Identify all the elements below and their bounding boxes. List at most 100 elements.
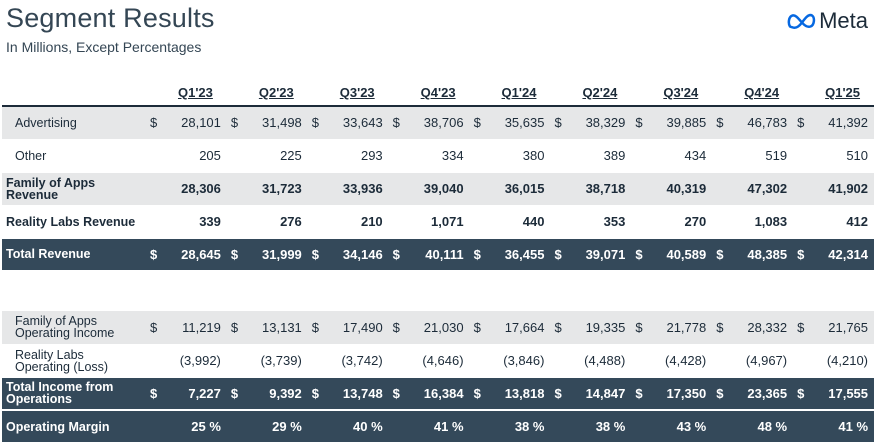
currency-symbol: $ <box>793 238 806 272</box>
value-cell: 380 <box>481 139 551 173</box>
currency-symbol <box>388 205 401 239</box>
value-cell: 36,015 <box>481 172 551 206</box>
spacer-row <box>2 271 875 311</box>
currency-symbol <box>388 139 401 173</box>
currency-symbol <box>226 205 239 239</box>
value-cell: 13,131 <box>238 311 308 345</box>
row-label: Family of Apps Revenue <box>2 172 146 206</box>
currency-symbol <box>712 344 725 378</box>
currency-symbol <box>550 344 563 378</box>
value-cell: 16,384 <box>400 377 470 411</box>
currency-symbol <box>226 172 239 206</box>
value-cell: 270 <box>643 205 713 239</box>
currency-symbol <box>469 172 482 206</box>
currency-symbol: $ <box>631 238 644 272</box>
value-cell: 40 % <box>319 410 389 444</box>
currency-symbol <box>550 139 563 173</box>
value-cell: 35,635 <box>481 106 551 140</box>
meta-infinity-icon <box>787 13 816 29</box>
value-cell: 1,083 <box>724 205 794 239</box>
value-cell: 17,664 <box>481 311 551 345</box>
quarter-header: Q3'23 <box>339 85 375 100</box>
currency-symbol: $ <box>146 238 158 272</box>
value-cell: 41,902 <box>805 172 875 206</box>
currency-symbol: $ <box>712 106 725 140</box>
currency-symbol <box>307 139 320 173</box>
value-cell: 34,146 <box>319 238 389 272</box>
row-foa-income: Family of Apps Operating Income $11,219 $13… <box>2 311 875 345</box>
value-cell: 28,645 <box>158 238 227 272</box>
row-label-line: Total Income from <box>6 380 114 395</box>
value-cell: (3,846) <box>481 344 551 378</box>
value-cell: 28,101 <box>158 106 227 140</box>
currency-symbol <box>307 410 320 444</box>
quarter-header: Q4'24 <box>744 85 780 100</box>
currency-symbol: $ <box>550 311 563 345</box>
page-title: Segment Results <box>6 3 215 33</box>
value-cell: 36,455 <box>481 238 551 272</box>
currency-symbol: $ <box>146 377 158 411</box>
currency-symbol <box>712 205 725 239</box>
currency-symbol: $ <box>388 311 401 345</box>
quarter-header: Q2'23 <box>258 85 294 100</box>
value-cell: 21,765 <box>805 311 875 345</box>
value-cell: 9,392 <box>238 377 308 411</box>
value-cell: 43 % <box>643 410 713 444</box>
value-cell: 40,111 <box>400 238 470 272</box>
value-cell: 48,385 <box>724 238 794 272</box>
currency-symbol: $ <box>631 311 644 345</box>
currency-symbol <box>307 172 320 206</box>
currency-symbol <box>146 172 158 206</box>
currency-symbol: $ <box>307 311 320 345</box>
currency-symbol <box>226 139 239 173</box>
row-label-line: Family of Apps <box>6 175 96 190</box>
quarter-header: Q2'24 <box>582 85 618 100</box>
value-cell: 412 <box>805 205 875 239</box>
value-cell: (4,967) <box>724 344 794 378</box>
currency-symbol <box>226 410 239 444</box>
meta-logo-text: Meta <box>819 8 868 33</box>
currency-symbol: $ <box>388 377 401 411</box>
row-label-line: Operating Income <box>15 326 115 341</box>
currency-symbol: $ <box>712 311 725 345</box>
row-rl-income: Reality Labs Operating (Loss) (3,992) (3,73… <box>2 344 875 378</box>
value-cell: 31,999 <box>238 238 308 272</box>
currency-symbol <box>146 344 158 378</box>
currency-symbol <box>631 205 644 239</box>
quarter-header-row: Q1'23 Q2'23 Q3'23 Q4'23 Q1'24 Q2'24 Q3'24 Q4'24… <box>2 80 875 106</box>
currency-symbol <box>146 139 158 173</box>
row-label-line: Operations <box>6 392 72 407</box>
currency-symbol <box>631 172 644 206</box>
value-cell: 17,555 <box>805 377 875 411</box>
row-label-line: Operating (Loss) <box>15 359 109 374</box>
value-cell: 21,030 <box>400 311 470 345</box>
currency-symbol: $ <box>793 377 806 411</box>
quarter-header: Q1'23 <box>177 85 213 100</box>
currency-symbol <box>146 410 158 444</box>
spacer-cell <box>2 271 875 311</box>
value-cell: 11,219 <box>158 311 227 345</box>
currency-symbol: $ <box>550 106 563 140</box>
value-cell: 440 <box>481 205 551 239</box>
value-cell: 38,718 <box>562 172 632 206</box>
value-cell: 13,818 <box>481 377 551 411</box>
value-cell: (4,488) <box>562 344 632 378</box>
value-cell: 38,706 <box>400 106 470 140</box>
value-cell: 13,748 <box>319 377 389 411</box>
row-label: Total Revenue <box>2 238 146 272</box>
value-cell: 48 % <box>724 410 794 444</box>
row-foa-revenue: Family of Apps Revenue 28,306 31,723 33,936 3… <box>2 172 875 206</box>
row-label: Total Income from Operations <box>2 377 146 411</box>
currency-symbol: $ <box>146 311 158 345</box>
currency-symbol <box>469 139 482 173</box>
value-cell: 39,885 <box>643 106 713 140</box>
currency-symbol: $ <box>226 238 239 272</box>
currency-symbol: $ <box>226 106 239 140</box>
value-cell: 31,498 <box>238 106 308 140</box>
value-cell: 210 <box>319 205 389 239</box>
currency-symbol: $ <box>469 311 482 345</box>
meta-logo: Meta <box>787 8 868 34</box>
currency-symbol: $ <box>226 377 239 411</box>
value-cell: 40,319 <box>643 172 713 206</box>
currency-symbol: $ <box>307 377 320 411</box>
